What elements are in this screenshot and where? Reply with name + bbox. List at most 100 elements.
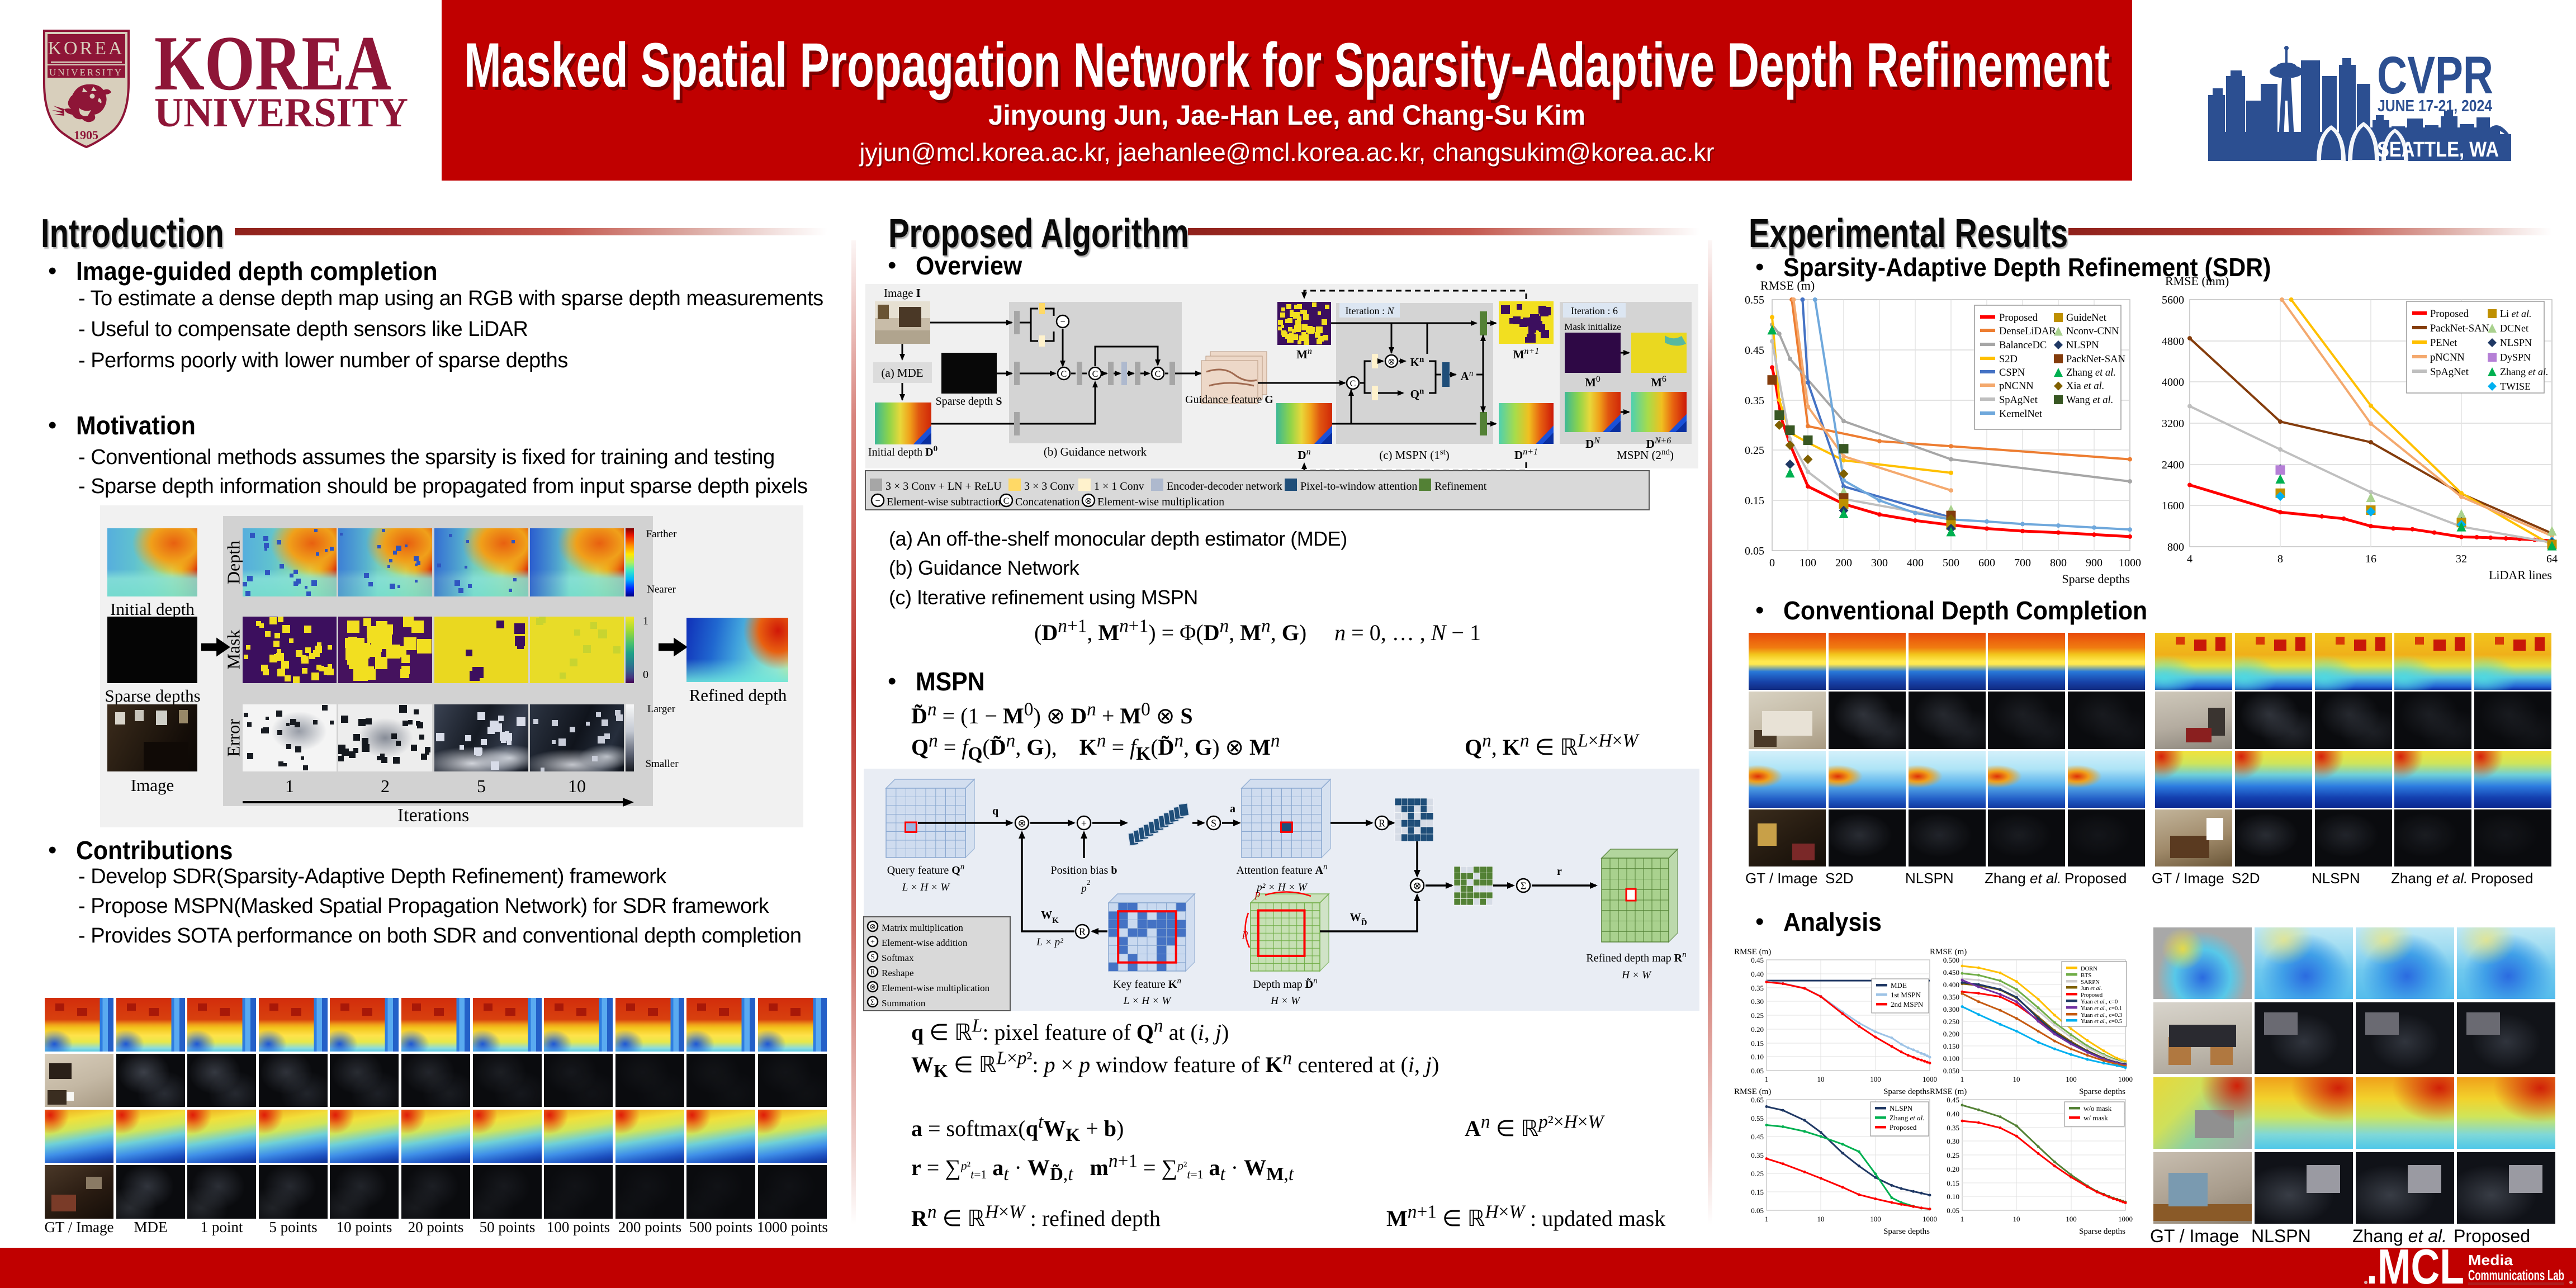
svg-text:2400: 2400: [2162, 459, 2184, 471]
svg-text:2nd MSPN: 2nd MSPN: [1891, 1000, 1924, 1008]
svg-text:Mask initialize: Mask initialize: [1564, 321, 1621, 332]
svg-text:0.15: 0.15: [1751, 1188, 1764, 1196]
svg-text:q: q: [992, 805, 998, 817]
svg-text:⊗: ⊗: [1413, 880, 1421, 891]
svg-text:UNIVERSITY: UNIVERSITY: [154, 90, 408, 136]
svg-text:DORN: DORN: [2081, 966, 2097, 972]
svg-text:0.05: 0.05: [1947, 1206, 1959, 1215]
svg-text:0.250: 0.250: [1943, 1017, 1959, 1026]
svg-text:⊗: ⊗: [1388, 357, 1395, 367]
svg-text:Jinyoung Jun, Jae-Han Lee, and: Jinyoung Jun, Jae-Han Lee, and Chang-Su …: [988, 100, 1585, 131]
svg-text:CVPR: CVPR: [2377, 46, 2493, 105]
svg-text:C: C: [1061, 370, 1067, 379]
svg-text:0.20: 0.20: [1751, 1025, 1764, 1034]
svg-text:Key feature Kn: Key feature Kn: [1113, 977, 1181, 991]
svg-text:p: p: [1080, 883, 1087, 894]
svg-text:p: p: [1254, 888, 1261, 900]
svg-text:0: 0: [1769, 557, 1775, 569]
svg-text:Sparse depths: Sparse depths: [1883, 1227, 1930, 1236]
svg-text:Zhang et al.: Zhang et al.: [2066, 367, 2116, 378]
svg-text:0.35: 0.35: [1751, 1151, 1764, 1159]
svg-text:+: +: [870, 938, 875, 946]
svg-text:Query feature Qn: Query feature Qn: [887, 863, 965, 877]
svg-text:JUNE 17-21, 2024: JUNE 17-21, 2024: [2378, 97, 2492, 115]
svg-text:1 × 1 Conv: 1 × 1 Conv: [1094, 480, 1144, 493]
svg-text:L × p²: L × p²: [1036, 936, 1063, 948]
svg-text:800: 800: [2050, 557, 2067, 569]
svg-text:PackNet-SAN: PackNet-SAN: [2430, 323, 2489, 334]
svg-text:C: C: [1003, 496, 1010, 506]
svg-text:jyjun@mcl.korea.ac.kr, jaehanl: jyjun@mcl.korea.ac.kr, jaehanlee@mcl.kor…: [860, 140, 1716, 168]
svg-text:500: 500: [1943, 557, 1959, 569]
svg-text:1: 1: [1765, 1215, 1769, 1223]
svg-text:0.400: 0.400: [1943, 981, 1959, 989]
svg-text:Jinyoung Jun, Jae-Han Lee, and: Jinyoung Jun, Jae-Han Lee, and Chang-Su …: [989, 101, 1587, 132]
svg-text:4800: 4800: [2162, 335, 2184, 348]
svg-text:Yuan et al., c=0.3: Yuan et al., c=0.3: [2081, 1012, 2122, 1019]
svg-text:KOREA: KOREA: [154, 20, 391, 107]
svg-text:100: 100: [2066, 1215, 2077, 1223]
svg-text:S2D: S2D: [1999, 354, 2018, 365]
svg-text:0.45: 0.45: [1751, 1133, 1764, 1141]
svg-text:Sparse depths: Sparse depths: [1883, 1087, 1930, 1096]
svg-text:0.050: 0.050: [1943, 1067, 1959, 1075]
svg-text:0.350: 0.350: [1943, 993, 1959, 1001]
svg-text:Concatenation: Concatenation: [1015, 496, 1080, 508]
svg-text:p² × H × W: p² × H × W: [1256, 882, 1308, 893]
svg-text:4: 4: [2187, 553, 2193, 565]
svg-text:0.05: 0.05: [1751, 1067, 1764, 1075]
svg-text:SpAgNet: SpAgNet: [1999, 395, 2038, 406]
svg-text:0.100: 0.100: [1943, 1054, 1959, 1063]
svg-text:0.450: 0.450: [1943, 968, 1959, 977]
svg-text:DCNet: DCNet: [2500, 323, 2528, 334]
svg-text:0.55: 0.55: [1745, 294, 1764, 306]
svg-text:RMSE (m): RMSE (m): [1930, 1087, 1967, 1096]
svg-text:SpAgNet: SpAgNet: [2430, 367, 2469, 378]
svg-text:NLSPN: NLSPN: [2066, 340, 2099, 351]
svg-text:R: R: [870, 968, 875, 977]
svg-text:Refinement: Refinement: [1434, 480, 1487, 493]
svg-text:Proposed: Proposed: [1890, 1123, 1917, 1131]
svg-text:900: 900: [2086, 557, 2103, 569]
svg-text:0.10: 0.10: [1751, 1053, 1764, 1061]
svg-text:0.200: 0.200: [1943, 1030, 1959, 1038]
svg-text:TWISE: TWISE: [2500, 381, 2531, 392]
svg-text:1st MSPN: 1st MSPN: [1891, 991, 1921, 999]
svg-text:LiDAR lines: LiDAR lines: [2489, 568, 2552, 582]
svg-text:Reshape: Reshape: [882, 968, 914, 978]
svg-text:Σ: Σ: [1521, 880, 1526, 891]
svg-text:Yuan et al., c=0.5: Yuan et al., c=0.5: [2081, 1019, 2122, 1025]
svg-text:0.45: 0.45: [1947, 1096, 1959, 1104]
svg-text:w/ mask: w/ mask: [2083, 1114, 2108, 1122]
svg-text:DenseLiDAR: DenseLiDAR: [1999, 326, 2056, 337]
svg-text:0.30: 0.30: [1947, 1137, 1959, 1145]
svg-text:PackNet-SAN: PackNet-SAN: [2066, 354, 2125, 365]
svg-text:Wang et al.: Wang et al.: [2066, 395, 2113, 406]
svg-text:(c) MSPN (1st): (c) MSPN (1st): [1379, 448, 1450, 462]
svg-text:Li et al.: Li et al.: [2500, 308, 2532, 319]
svg-text:Proposed: Proposed: [2430, 309, 2469, 320]
svg-text:L × H × W: L × H × W: [1123, 995, 1172, 1007]
svg-text:1: 1: [1961, 1215, 1964, 1223]
svg-text:S: S: [1211, 817, 1216, 828]
svg-text:jyjun@mcl.korea.ac.kr, jaehanl: jyjun@mcl.korea.ac.kr, jaehanlee@mcl.kor…: [859, 138, 1715, 167]
svg-text:1000: 1000: [2118, 1075, 2133, 1083]
svg-text:0.10: 0.10: [1947, 1192, 1959, 1201]
svg-text:0.500: 0.500: [1943, 956, 1959, 964]
svg-text:BTS: BTS: [2081, 973, 2091, 979]
svg-text:10: 10: [1817, 1075, 1825, 1083]
svg-text:1: 1: [1765, 1075, 1769, 1083]
svg-text:(b) Guidance network: (b) Guidance network: [1044, 445, 1147, 458]
svg-text:Summation: Summation: [882, 998, 926, 1008]
svg-text:0.25: 0.25: [1751, 1169, 1764, 1178]
svg-text:Position bias b: Position bias b: [1051, 864, 1117, 877]
svg-text:0.45: 0.45: [1745, 344, 1764, 357]
svg-text:1000: 1000: [1922, 1215, 1937, 1223]
svg-text:Zhang et al.: Zhang et al.: [2500, 366, 2548, 377]
svg-text:Masked Spatial Propagation Net: Masked Spatial Propagation Network for S…: [467, 34, 2113, 103]
svg-text:0.45: 0.45: [1751, 956, 1764, 964]
svg-text:RMSE (m): RMSE (m): [1760, 278, 1815, 292]
svg-text:0.15: 0.15: [1745, 495, 1764, 507]
svg-text:0.65: 0.65: [1751, 1096, 1764, 1104]
svg-text:RMSE (m): RMSE (m): [1930, 948, 1967, 956]
